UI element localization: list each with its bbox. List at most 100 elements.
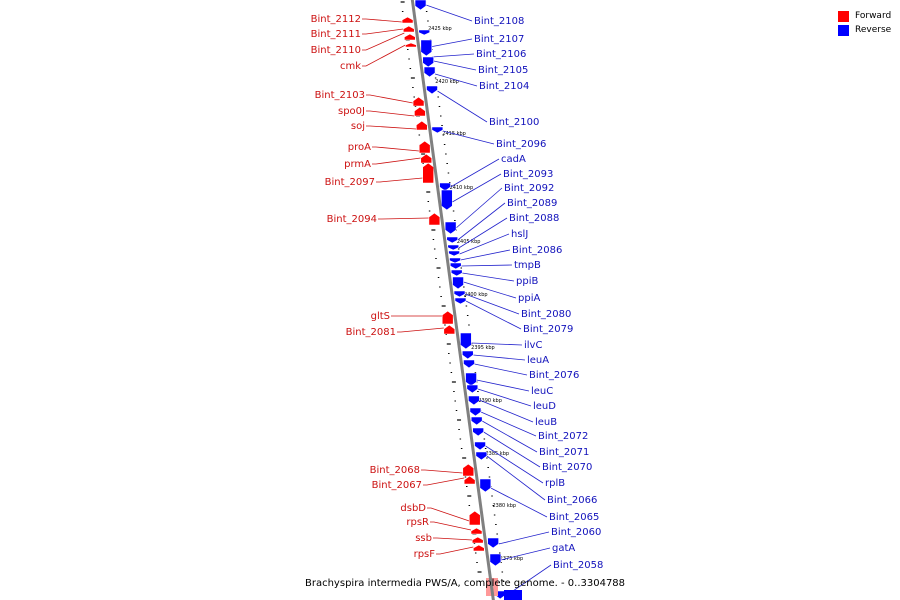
leader-line [452, 173, 502, 203]
gene-tmpb [449, 262, 462, 270]
scale-tick-label: 2375 kbp [500, 556, 524, 562]
gene-label-bint-2105: Bint_2105 [478, 65, 528, 76]
leader-line [366, 94, 414, 104]
gene-spo0j [414, 106, 426, 117]
gene-bint-2108 [414, 0, 427, 11]
leader-line [481, 420, 538, 453]
leader-line [477, 388, 532, 407]
gene-bint-2076 [463, 359, 475, 369]
gene-bint-2089 [446, 236, 459, 244]
gene-label-bint-2100: Bint_2100 [489, 117, 539, 128]
gene-bint-2103 [412, 96, 425, 107]
leader-line [366, 125, 417, 130]
gene-label-leua: leuA [527, 355, 549, 366]
leader-line [442, 130, 495, 145]
gene-label-spo0j: spo0J [338, 106, 365, 117]
leader-line [480, 411, 537, 437]
gene-bint-2111 [402, 25, 415, 33]
gene-bint-2080 [453, 290, 466, 298]
leader-line [474, 363, 528, 376]
gene-bint-2112 [401, 16, 414, 24]
gene-label-bint-2107: Bint_2107 [474, 34, 524, 45]
leader-line [430, 521, 472, 531]
gene-partial-reverse [504, 590, 522, 600]
scale-tick-label: 2425 kbp [428, 26, 452, 32]
gene-label-rpsf: rpsF [414, 549, 436, 560]
gene-label-bint-2112: Bint_2112 [311, 14, 361, 25]
gene-label-bint-2108: Bint_2108 [474, 16, 524, 27]
leader-line [479, 399, 534, 423]
gene-bint-2081 [443, 324, 456, 335]
gene-label-bint-2065: Bint_2065 [549, 512, 599, 523]
gene-dsbd [468, 510, 481, 526]
leader-line [436, 546, 474, 555]
gene-label-bint-2111: Bint_2111 [311, 29, 361, 40]
leader-line [429, 38, 473, 48]
gene-rpsr [470, 527, 483, 535]
gene-proa [418, 140, 431, 154]
gene-bint-2097 [422, 162, 434, 184]
gene-leuc [465, 372, 477, 387]
gene-bint-2100 [426, 85, 438, 95]
gene-label-bint-2071: Bint_2071 [539, 447, 589, 458]
leader-line [431, 53, 475, 58]
gene-ppia [452, 276, 464, 290]
gene-bint-2096 [431, 126, 444, 134]
gene-label-bint-2106: Bint_2106 [476, 49, 526, 60]
leader-line [372, 157, 421, 165]
gene-bint-2106 [420, 39, 433, 57]
leader-line [471, 342, 523, 346]
leader-line [459, 233, 510, 255]
gene-label-prma: prmA [344, 159, 371, 170]
gene-ssb [471, 536, 484, 544]
gene-bint-2060 [487, 537, 499, 549]
leader-line [366, 110, 415, 117]
gene-label-rplb: rplB [545, 478, 565, 489]
gene-label-ilvc: ilvC [524, 340, 542, 351]
leader-line [437, 90, 488, 123]
gene-bint-2093 [441, 189, 453, 211]
leader-line [425, 4, 473, 22]
gene-rplb [474, 441, 486, 451]
gene-label-bint-2079: Bint_2079 [523, 324, 573, 335]
gene-bint-2067 [463, 475, 476, 485]
gene-label-hslj: hslJ [511, 229, 528, 240]
gene-gata [489, 553, 502, 567]
gene-bint-2105 [422, 56, 435, 68]
gene-leua [461, 350, 474, 360]
leader-line [423, 477, 465, 486]
scale-tick-label: 2380 kbp [493, 503, 517, 509]
gene-label-ssb: ssb [415, 533, 432, 544]
gene-bint-2079 [454, 297, 467, 305]
gene-label-leud: leuD [533, 401, 556, 412]
legend-reverse: Reverse [838, 23, 891, 37]
gene-label-ppia: ppiA [518, 293, 540, 304]
gene-label-cmk: cmk [340, 61, 361, 72]
leader-line [362, 32, 405, 51]
gene-cada [439, 182, 451, 192]
leader-line [433, 60, 477, 71]
gene-label-bint-2058: Bint_2058 [553, 560, 603, 571]
leader-line [458, 217, 508, 249]
leader-line [457, 202, 506, 241]
leader-line [433, 537, 473, 541]
leader-line [376, 177, 423, 183]
legend-forward: Forward [838, 9, 891, 23]
leader-line [427, 507, 470, 522]
gene-label-glts: gltS [371, 311, 390, 322]
leader-line [362, 18, 403, 23]
forward-swatch [838, 10, 849, 22]
gene-bint-2104 [423, 66, 436, 78]
leader-line [397, 327, 444, 333]
leader-line [362, 44, 406, 67]
label-leader-lines [362, 4, 552, 597]
gene-soj [415, 120, 428, 131]
gene-label-bint-2110: Bint_2110 [311, 45, 361, 56]
gene-ppib [450, 269, 463, 277]
gene-rpsf [473, 544, 485, 552]
gene-label-bint-2076: Bint_2076 [529, 370, 579, 381]
gene-bint-2086 [449, 257, 461, 264]
gene-label-bint-2060: Bint_2060 [551, 527, 601, 538]
gene-label-bint-2096: Bint_2096 [496, 139, 546, 150]
gene-label-bint-2094: Bint_2094 [327, 214, 377, 225]
